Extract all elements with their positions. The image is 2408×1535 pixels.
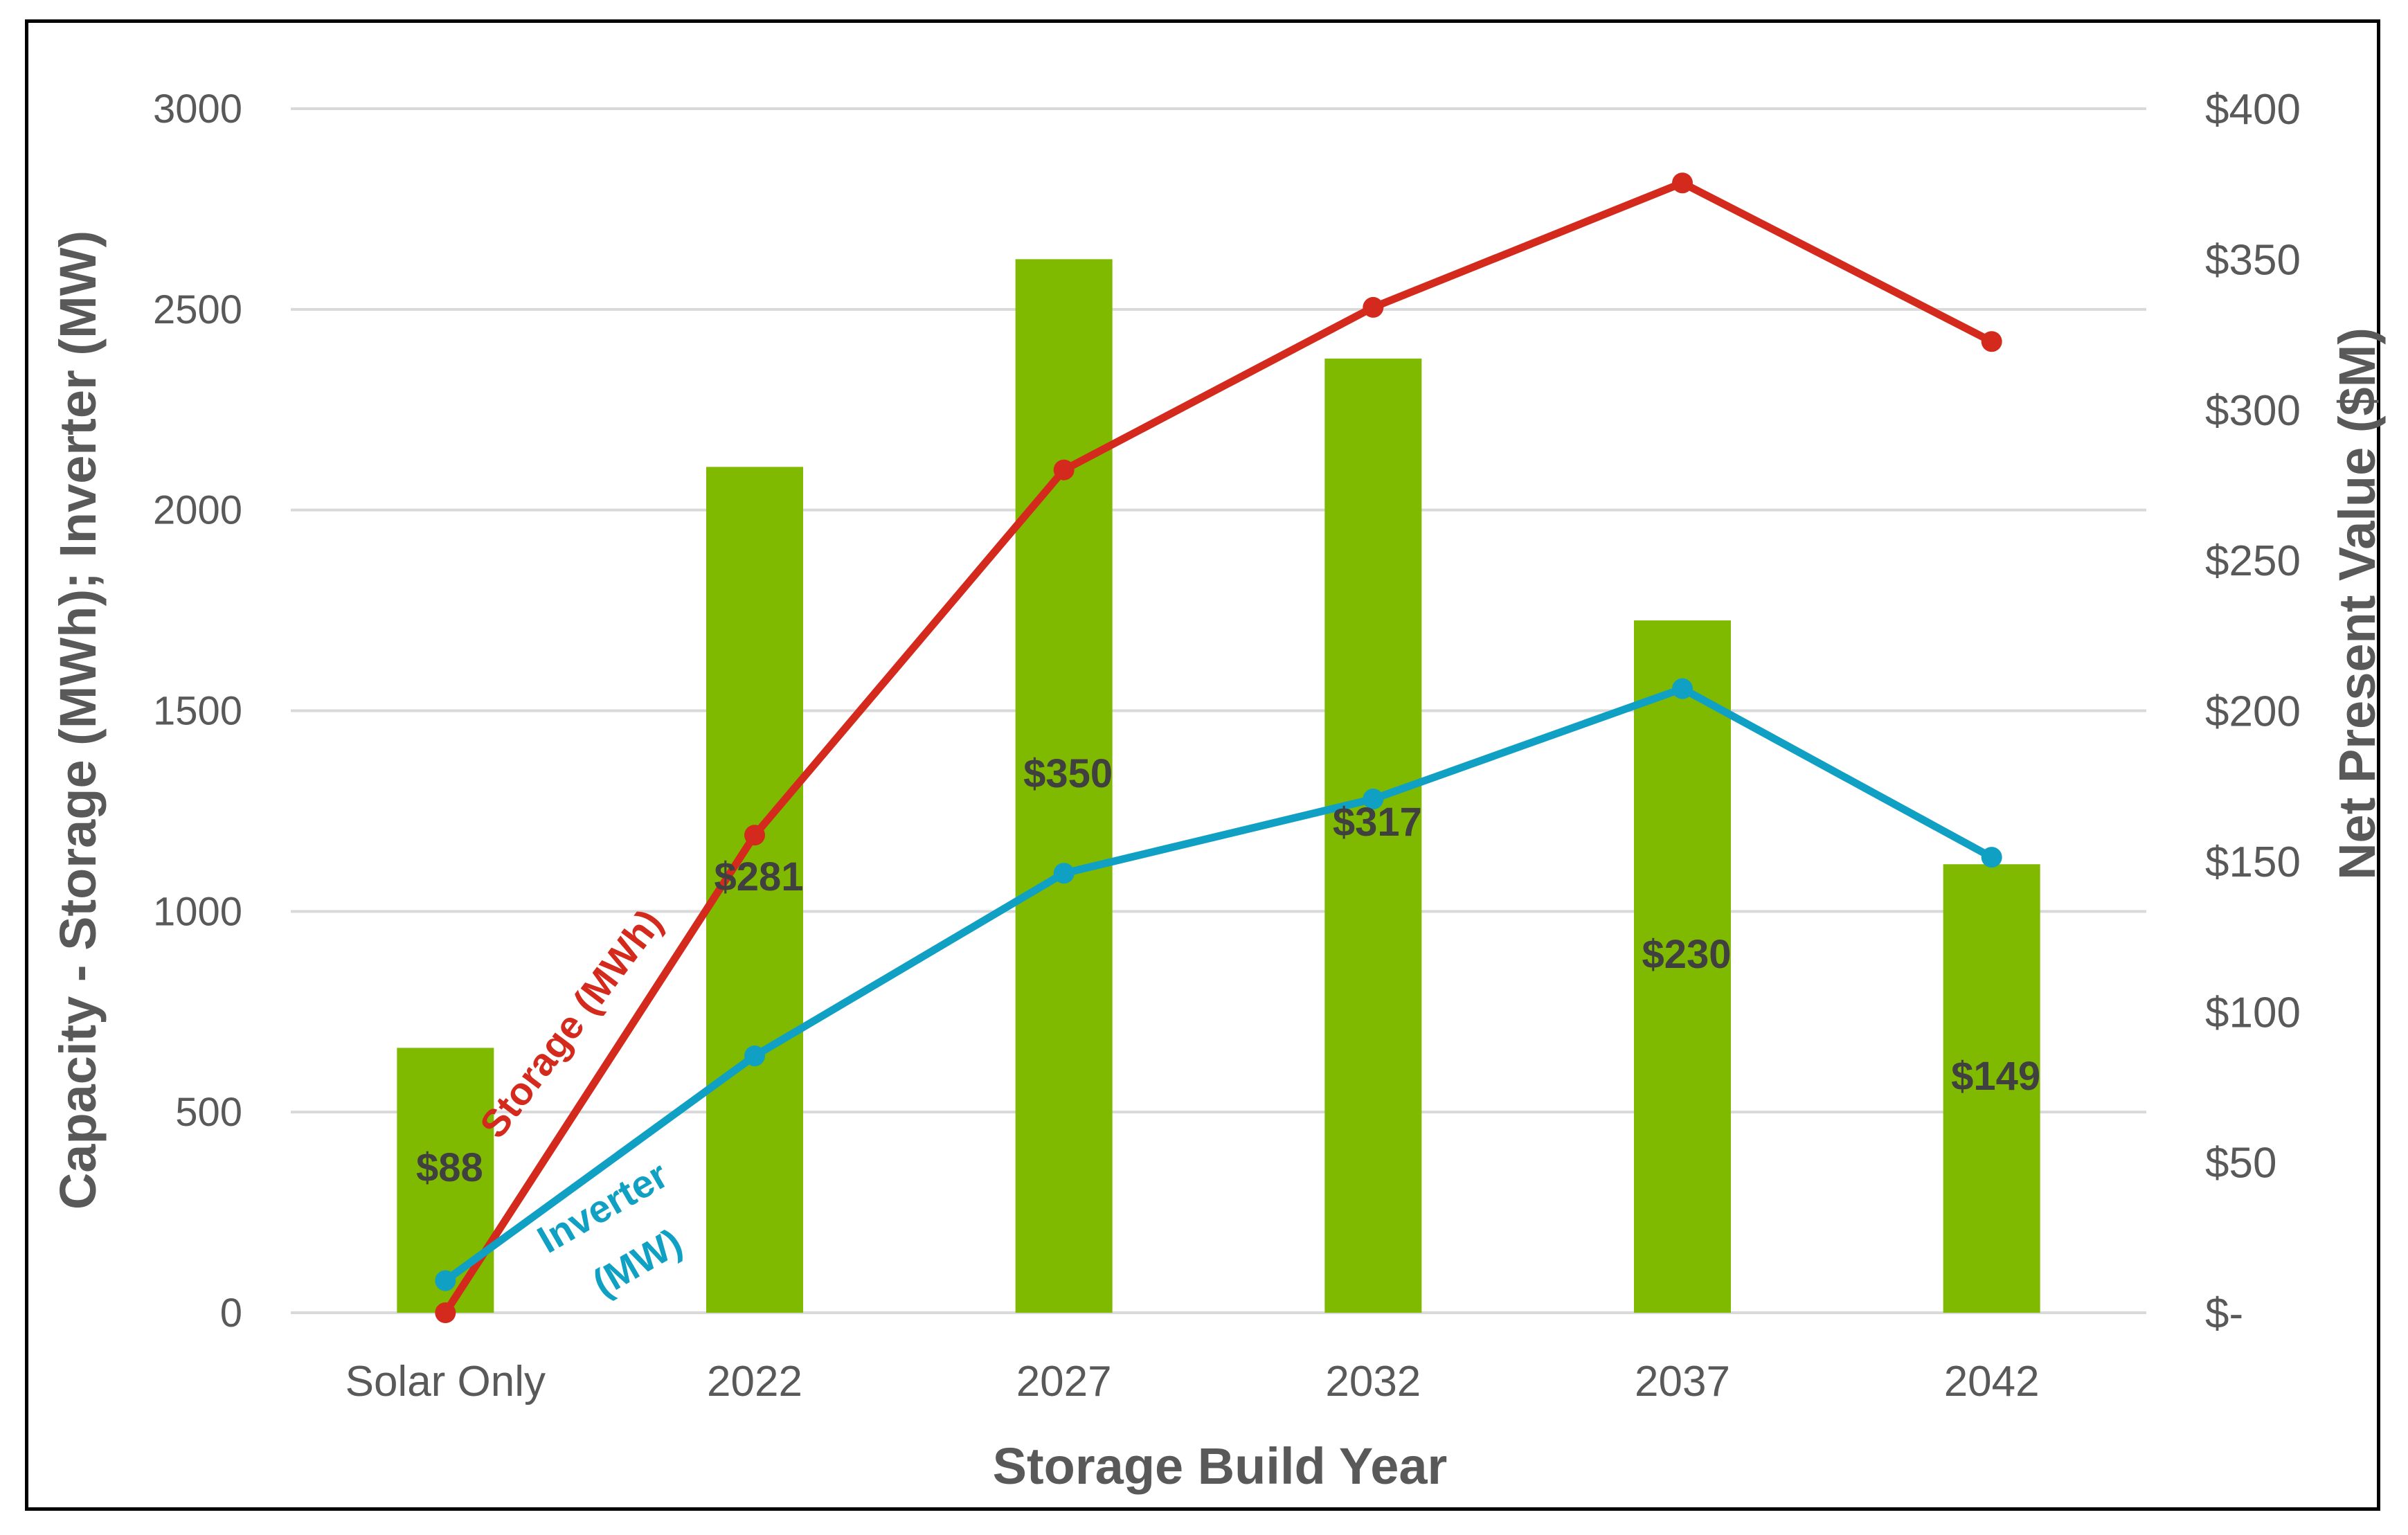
npv-data-label: $317 — [1333, 800, 1422, 845]
x-tick-label: 2042 — [1944, 1358, 2040, 1406]
bars — [397, 259, 2040, 1313]
y-tick-label-right: $250 — [2205, 537, 2301, 585]
storage-point — [1053, 459, 1075, 481]
storage-point — [1981, 331, 2002, 352]
y-tick-label-right: $300 — [2205, 387, 2301, 435]
storage-point — [435, 1302, 456, 1323]
inverter-point — [1363, 789, 1384, 810]
data-labels: $88 $281 $350 $317 $230 $149 — [416, 751, 2040, 1190]
inverter-point — [435, 1270, 456, 1291]
inverter-point — [1981, 847, 2002, 868]
npv-bar — [1324, 358, 1422, 1313]
x-tick-label: 2027 — [1016, 1358, 1112, 1406]
x-tick-label: 2022 — [707, 1358, 802, 1406]
series-lines — [435, 172, 2002, 1323]
npv-data-label: $350 — [1023, 751, 1113, 796]
y-tick-label-left: 1500 — [153, 689, 242, 734]
storage-point — [744, 825, 765, 846]
x-tick-label: Solar Only — [345, 1358, 546, 1406]
npv-data-label: $230 — [1642, 932, 1731, 977]
y-tick-label-right: $100 — [2205, 989, 2301, 1036]
storage-series-label: Storage (MWh) — [471, 901, 670, 1146]
npv-bar — [1634, 620, 1731, 1313]
x-axis-title: Storage Build Year — [993, 1437, 1448, 1495]
npv-bar — [1015, 259, 1113, 1313]
y-tick-label-left: 0 — [220, 1291, 242, 1336]
npv-data-label: $281 — [714, 854, 803, 899]
y-tick-label-right: $- — [2205, 1290, 2243, 1338]
inverter-line — [441, 685, 1996, 1285]
y-axis-title-left: Capacity - Storage (MWh); Inverter (MW) — [49, 231, 107, 1210]
storage-point — [1672, 172, 1693, 194]
storage-line — [441, 179, 1996, 1317]
inverter-point — [1672, 678, 1693, 699]
y-tick-label-right: $50 — [2205, 1140, 2276, 1187]
y-tick-label-right: $350 — [2205, 236, 2301, 284]
y-tick-label-left: 2000 — [153, 488, 242, 533]
y-tick-label-left: 500 — [175, 1090, 242, 1135]
gridlines — [291, 107, 2146, 1314]
y-tick-label-left: 2500 — [153, 287, 242, 332]
y-axis-title-right: Net Present Value ($M) — [2328, 327, 2386, 880]
axis-ticks: 0 500 1000 1500 2000 2500 3000 $- $50 $100 $150 $20… — [153, 86, 2301, 1406]
inverter-point — [1053, 863, 1075, 884]
x-tick-label: 2032 — [1325, 1358, 1421, 1406]
y-tick-label-right: $400 — [2205, 86, 2301, 134]
inverter-point — [744, 1045, 765, 1067]
npv-data-label: $88 — [416, 1145, 483, 1190]
y-tick-label-right: $200 — [2205, 688, 2301, 736]
npv-data-label: $149 — [1951, 1054, 2040, 1099]
npv-bar — [1943, 864, 2040, 1313]
storage-point — [1363, 296, 1384, 318]
y-tick-label-right: $150 — [2205, 838, 2301, 886]
x-tick-label: 2037 — [1635, 1358, 1730, 1406]
y-tick-label-left: 3000 — [153, 87, 242, 132]
y-tick-label-left: 1000 — [153, 889, 242, 934]
